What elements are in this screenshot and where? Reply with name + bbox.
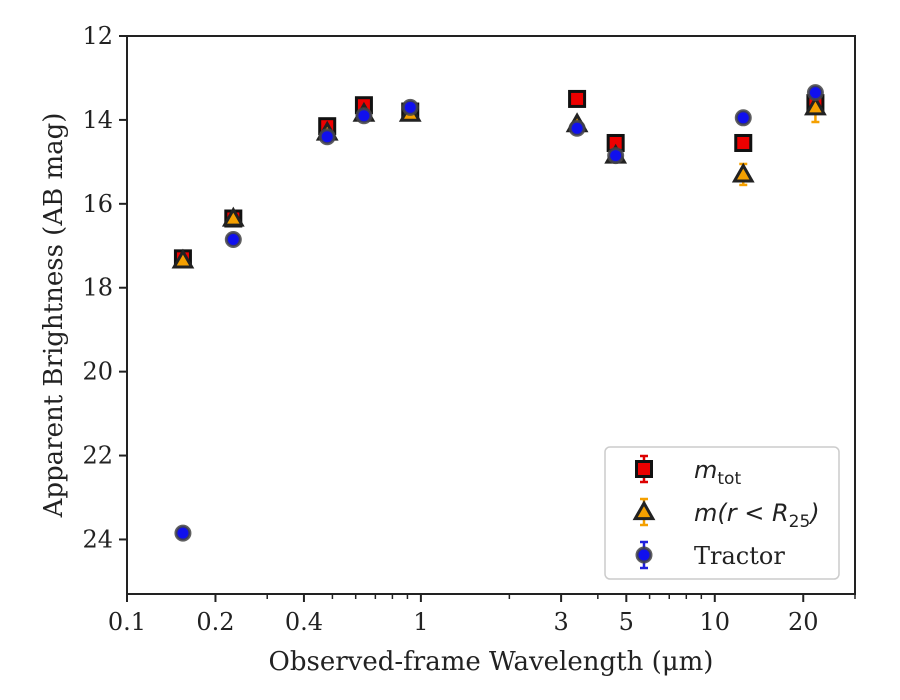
x-tick-label: 3 [553,608,568,636]
triangle-point [731,162,755,183]
x-tick-label: 0.1 [108,608,146,636]
legend-item: m(r < R25) [632,497,820,532]
y-tick-label: 14 [82,106,113,134]
circle-point [806,84,824,102]
triangle-point [804,95,827,116]
y-tick-label: 24 [82,525,113,553]
circle-point [174,524,192,542]
y-tick-label: 20 [82,358,113,386]
legend-triangle-marker [632,500,656,521]
circle-point [355,107,373,125]
x-tick-label: 0.4 [285,608,323,636]
y-tick-label: 22 [82,442,113,470]
plot-frame [126,35,856,595]
series-2 [174,84,824,542]
x-tick-label: 10 [700,608,731,636]
y-tick-label: 18 [82,274,113,302]
x-tick-label: 1 [413,608,428,636]
series-0 [173,89,825,268]
triangle-point [171,248,195,269]
x-axis-label: Observed-frame Wavelength (μm) [269,647,714,677]
circle-point [401,98,419,116]
circle-point [607,147,625,165]
legend-box [604,446,840,580]
triangle-point [221,206,245,227]
circle-point [734,109,752,127]
circle-point [568,119,586,137]
legend-item: Tractor [635,540,785,570]
series-1 [171,91,827,269]
x-tick-label: 20 [788,608,819,636]
data-points [171,84,827,542]
legend-item: mtot [635,454,741,489]
legend-circle-marker [635,546,653,564]
square-point [734,133,753,152]
y-axis-label: Apparent Brightness (AB mag) [39,113,69,519]
legend: mtot m(r < R25) Tractor [604,446,840,580]
circle-point [318,128,336,146]
x-tick-label: 0.2 [196,608,234,636]
x-tick-label: 5 [619,608,634,636]
square-point [568,89,587,108]
legend-label: Tractor [694,542,785,570]
legend-label: mtot [694,456,741,489]
legend-label: m(r < R25) [694,499,820,532]
legend-square-marker [635,460,653,478]
y-tick-label: 12 [82,22,113,50]
circle-point [224,230,242,248]
tick-labels: 0.1 0.2 0.4 1 3 5 10 20 12 14 16 18 20 22 24 [82,22,818,636]
y-tick-label: 16 [82,190,113,218]
